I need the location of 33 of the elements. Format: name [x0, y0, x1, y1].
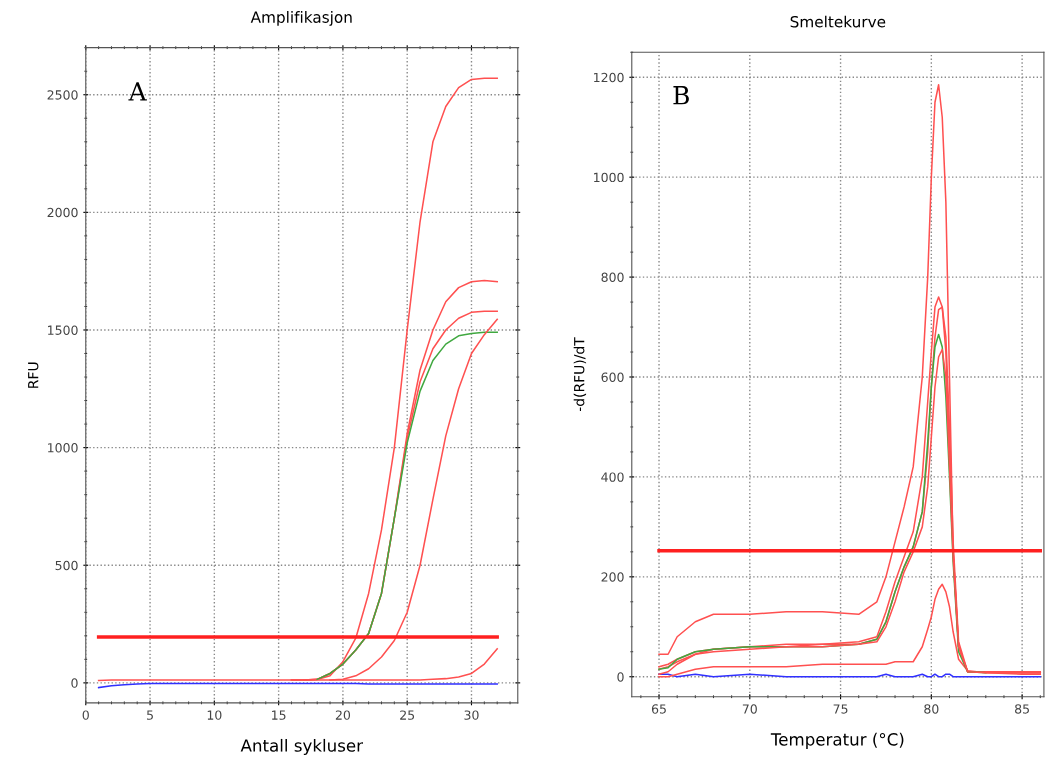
y-axis-title: RFU	[28, 362, 39, 388]
y-tick-label: 2000	[47, 207, 78, 218]
x-axis-title: Temperatur (°C)	[770, 732, 904, 749]
y-tick-label: 1000	[48, 443, 78, 453]
y-tick-label: 400	[601, 472, 624, 482]
chart-title: Amplifikasjon	[250, 11, 352, 26]
x-tick-label: 25	[400, 710, 415, 720]
x-tick-label: 0	[82, 710, 89, 720]
x-tick-label: 70	[742, 704, 757, 714]
x-tick-label: 85	[1015, 704, 1029, 714]
y-tick-label: 0	[71, 678, 78, 688]
x-tick-label: 30	[464, 710, 479, 720]
y-tick-label: 800	[601, 272, 624, 283]
y-tick-label: 1500	[48, 325, 78, 335]
y-tick-label: 500	[55, 560, 78, 571]
y-axis-title: -d(RFU)/dT	[573, 337, 587, 412]
x-tick-label: 10	[207, 710, 222, 720]
x-axis-title: Antall sykluser	[240, 738, 363, 756]
x-tick-label: 20	[335, 710, 351, 720]
y-tick-label: 200	[601, 572, 624, 582]
chart-title: Smeltekurve	[790, 15, 886, 28]
annotation: B	[673, 86, 689, 105]
y-tick-label: 0	[617, 672, 624, 682]
x-tick-label: 80	[924, 704, 939, 714]
x-tick-label: 75	[833, 704, 848, 714]
y-tick-label: 2500	[47, 90, 78, 100]
y-tick-label: 600	[601, 372, 624, 382]
x-tick-label: 65	[651, 704, 666, 714]
y-tick-label: 1000	[594, 172, 624, 183]
x-tick-label: 5	[147, 710, 153, 720]
x-tick-label: 15	[272, 710, 286, 720]
y-tick-label: 1200	[594, 72, 624, 83]
annotation: A	[128, 82, 147, 101]
